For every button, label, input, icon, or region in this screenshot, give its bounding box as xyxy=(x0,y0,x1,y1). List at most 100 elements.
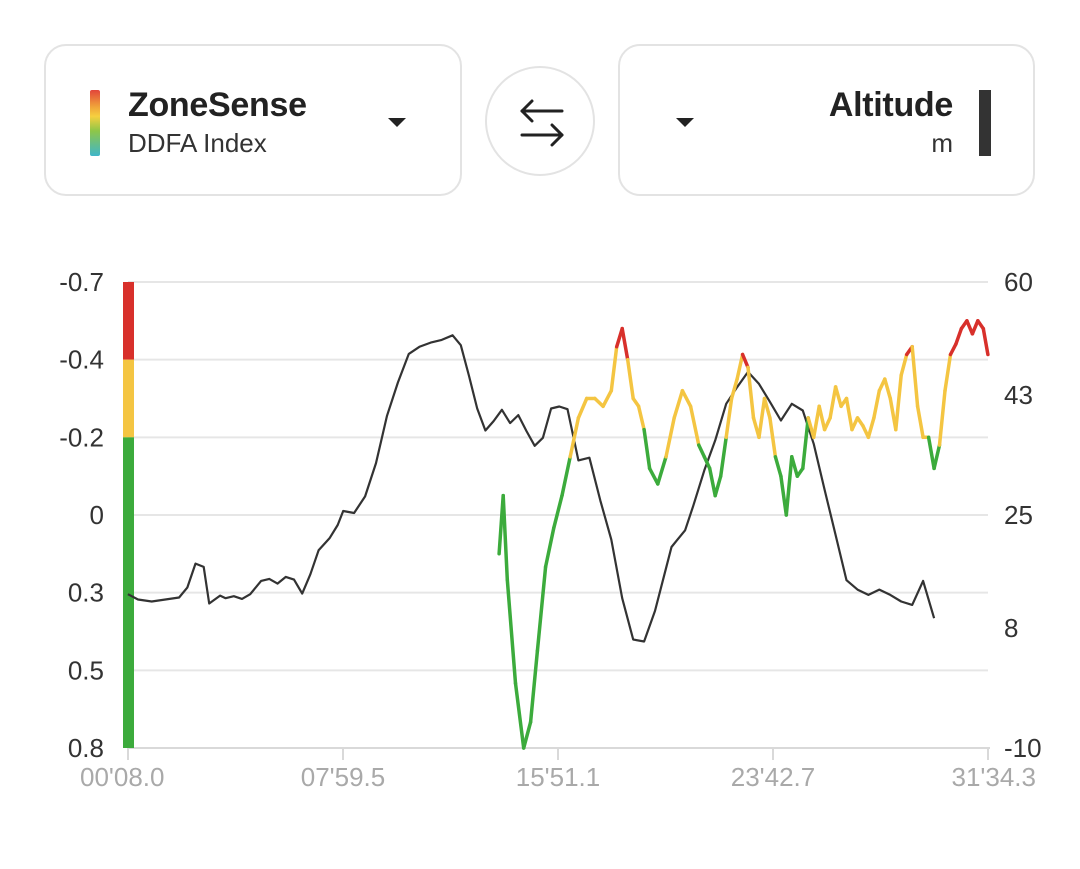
zonesense-series-segment xyxy=(729,377,739,401)
x-tick-label: 31'34.3 xyxy=(952,762,1037,792)
zone-band-green xyxy=(123,437,134,748)
zonesense-series-segment xyxy=(724,396,734,440)
swap-metrics-button[interactable] xyxy=(485,66,595,176)
zonesense-series-segment xyxy=(784,455,794,517)
zonesense-series-segment xyxy=(702,455,712,471)
zonesense-series-segment xyxy=(642,427,652,471)
left-tick-label: 0.8 xyxy=(68,733,104,763)
zonesense-series-segment xyxy=(528,649,540,724)
zonesense-series-segment xyxy=(505,577,518,686)
right-tick-label: 43 xyxy=(1004,380,1033,410)
zonesense-series-segment xyxy=(521,720,533,750)
zone-color-bar xyxy=(123,282,134,748)
left-tick-label: -0.2 xyxy=(59,422,104,452)
zonesense-series-segment xyxy=(560,455,572,498)
zonesense-series-segment xyxy=(664,416,676,459)
right-tick-label: -10 xyxy=(1004,733,1042,763)
zonesense-series-segment xyxy=(593,396,605,409)
zonesense-series-segment xyxy=(899,352,909,377)
zonesense-series-segment xyxy=(757,396,767,440)
zonesense-series-segment xyxy=(625,357,635,401)
zonesense-series-segment xyxy=(762,396,772,420)
zonesense-series-segment xyxy=(833,385,843,409)
grid-lines xyxy=(128,281,990,749)
zonesense-series-segment xyxy=(894,373,903,432)
zonesense-series-segment xyxy=(552,493,564,530)
altitude-color-indicator xyxy=(979,90,991,156)
zonesense-series-segment xyxy=(501,493,510,582)
left-tick-label: -0.7 xyxy=(59,267,104,297)
x-tick-label: 00'08.0 xyxy=(80,762,165,792)
zonesense-series-segment xyxy=(656,455,668,486)
caret-down-icon xyxy=(388,118,406,127)
left-metric-subtitle: DDFA Index xyxy=(128,128,267,158)
x-tick-label: 07'59.5 xyxy=(301,762,386,792)
right-metric-title: Altitude xyxy=(828,86,953,124)
zonesense-series-segment xyxy=(910,344,920,409)
caret-down-icon xyxy=(676,118,694,127)
zonesense-series-segment xyxy=(872,388,882,420)
zone-band-yellow xyxy=(123,359,134,438)
metric-selector-left[interactable]: ZoneSense DDFA Index xyxy=(44,44,462,196)
zonesense-series-segment xyxy=(850,416,860,432)
zonesense-series-segment xyxy=(773,455,783,478)
x-tick-label: 23'42.7 xyxy=(731,762,816,792)
zonesense-series-segment xyxy=(576,396,589,420)
zonesense-series-segment xyxy=(954,326,964,346)
right-tick-label: 8 xyxy=(1004,613,1018,643)
zonesense-series-segment xyxy=(535,565,548,653)
x-axis-ticks: 00'08.0 07'59.5 15'51.1 23'42.7 31'34.3 xyxy=(80,748,1036,792)
zonesense-series-segment xyxy=(943,352,953,393)
zonesense-series-segment xyxy=(883,377,893,401)
zonesense-series-segment xyxy=(866,416,876,440)
zonesense-series-segment xyxy=(513,681,526,750)
zonesense-series-segment xyxy=(647,466,660,486)
zonesense-series-segment xyxy=(822,416,832,432)
zonesense-series-segment xyxy=(970,319,980,336)
zonesense-series-segment xyxy=(680,388,693,409)
zonesense-series-segment xyxy=(844,396,854,432)
zonesense-series-segment xyxy=(672,388,685,420)
zonesense-series-segment xyxy=(817,404,827,432)
left-tick-label: 0.3 xyxy=(68,578,104,608)
zonesense-series-segment xyxy=(948,342,958,357)
metric-selector-right[interactable]: Altitude m xyxy=(618,44,1035,196)
zonesense-series-segment xyxy=(740,352,750,370)
left-metric-title: ZoneSense xyxy=(128,86,307,124)
dual-axis-line-chart: -0.7 -0.4 -0.2 0 0.3 0.5 0.8 60 43 25 8 -10 00'08.… xyxy=(59,267,1042,792)
zonesense-series-segment xyxy=(811,404,821,440)
zonesense-series-segment xyxy=(790,455,800,478)
zonesense-series-segment xyxy=(636,404,646,432)
series-lines xyxy=(127,319,990,750)
swap-arrows-icon xyxy=(520,99,564,147)
zonesense-series-segment xyxy=(568,416,581,459)
zonesense-series-segment xyxy=(697,443,707,459)
zone-band-red xyxy=(123,282,134,360)
zonesense-series-segment xyxy=(937,388,947,447)
zonesense-series-segment xyxy=(746,365,756,420)
left-axis-ticks: -0.7 -0.4 -0.2 0 0.3 0.5 0.8 xyxy=(59,267,104,763)
zonesense-series-segment xyxy=(735,352,745,381)
zonesense-series-segment xyxy=(713,474,723,498)
zonesense-series-segment xyxy=(801,416,810,471)
zonesense-series-segment xyxy=(768,416,778,459)
zonesense-series-segment xyxy=(915,404,925,440)
zonesense-series-segment xyxy=(609,344,619,393)
zonesense-series-segment xyxy=(620,326,630,362)
right-axis-ticks: 60 43 25 8 -10 xyxy=(1004,267,1042,763)
zonesense-series-segment xyxy=(718,435,728,478)
altitude-series-line xyxy=(127,334,936,643)
right-metric-subtitle: m xyxy=(931,128,953,158)
zonesense-series-segment xyxy=(601,388,614,409)
zonesense-series-segment xyxy=(926,435,936,471)
left-tick-label: -0.4 xyxy=(59,345,104,375)
right-tick-label: 60 xyxy=(1004,267,1033,297)
zonesense-series-segment xyxy=(543,526,556,569)
zonesense-color-indicator xyxy=(90,90,100,156)
zonesense-series-segment xyxy=(688,404,701,447)
zonesense-series-segment xyxy=(932,443,942,471)
x-tick-label: 15'51.1 xyxy=(516,762,601,792)
zonesense-series-segment xyxy=(707,466,717,498)
zonesense-series-segment xyxy=(828,385,838,420)
right-tick-label: 25 xyxy=(1004,500,1033,530)
